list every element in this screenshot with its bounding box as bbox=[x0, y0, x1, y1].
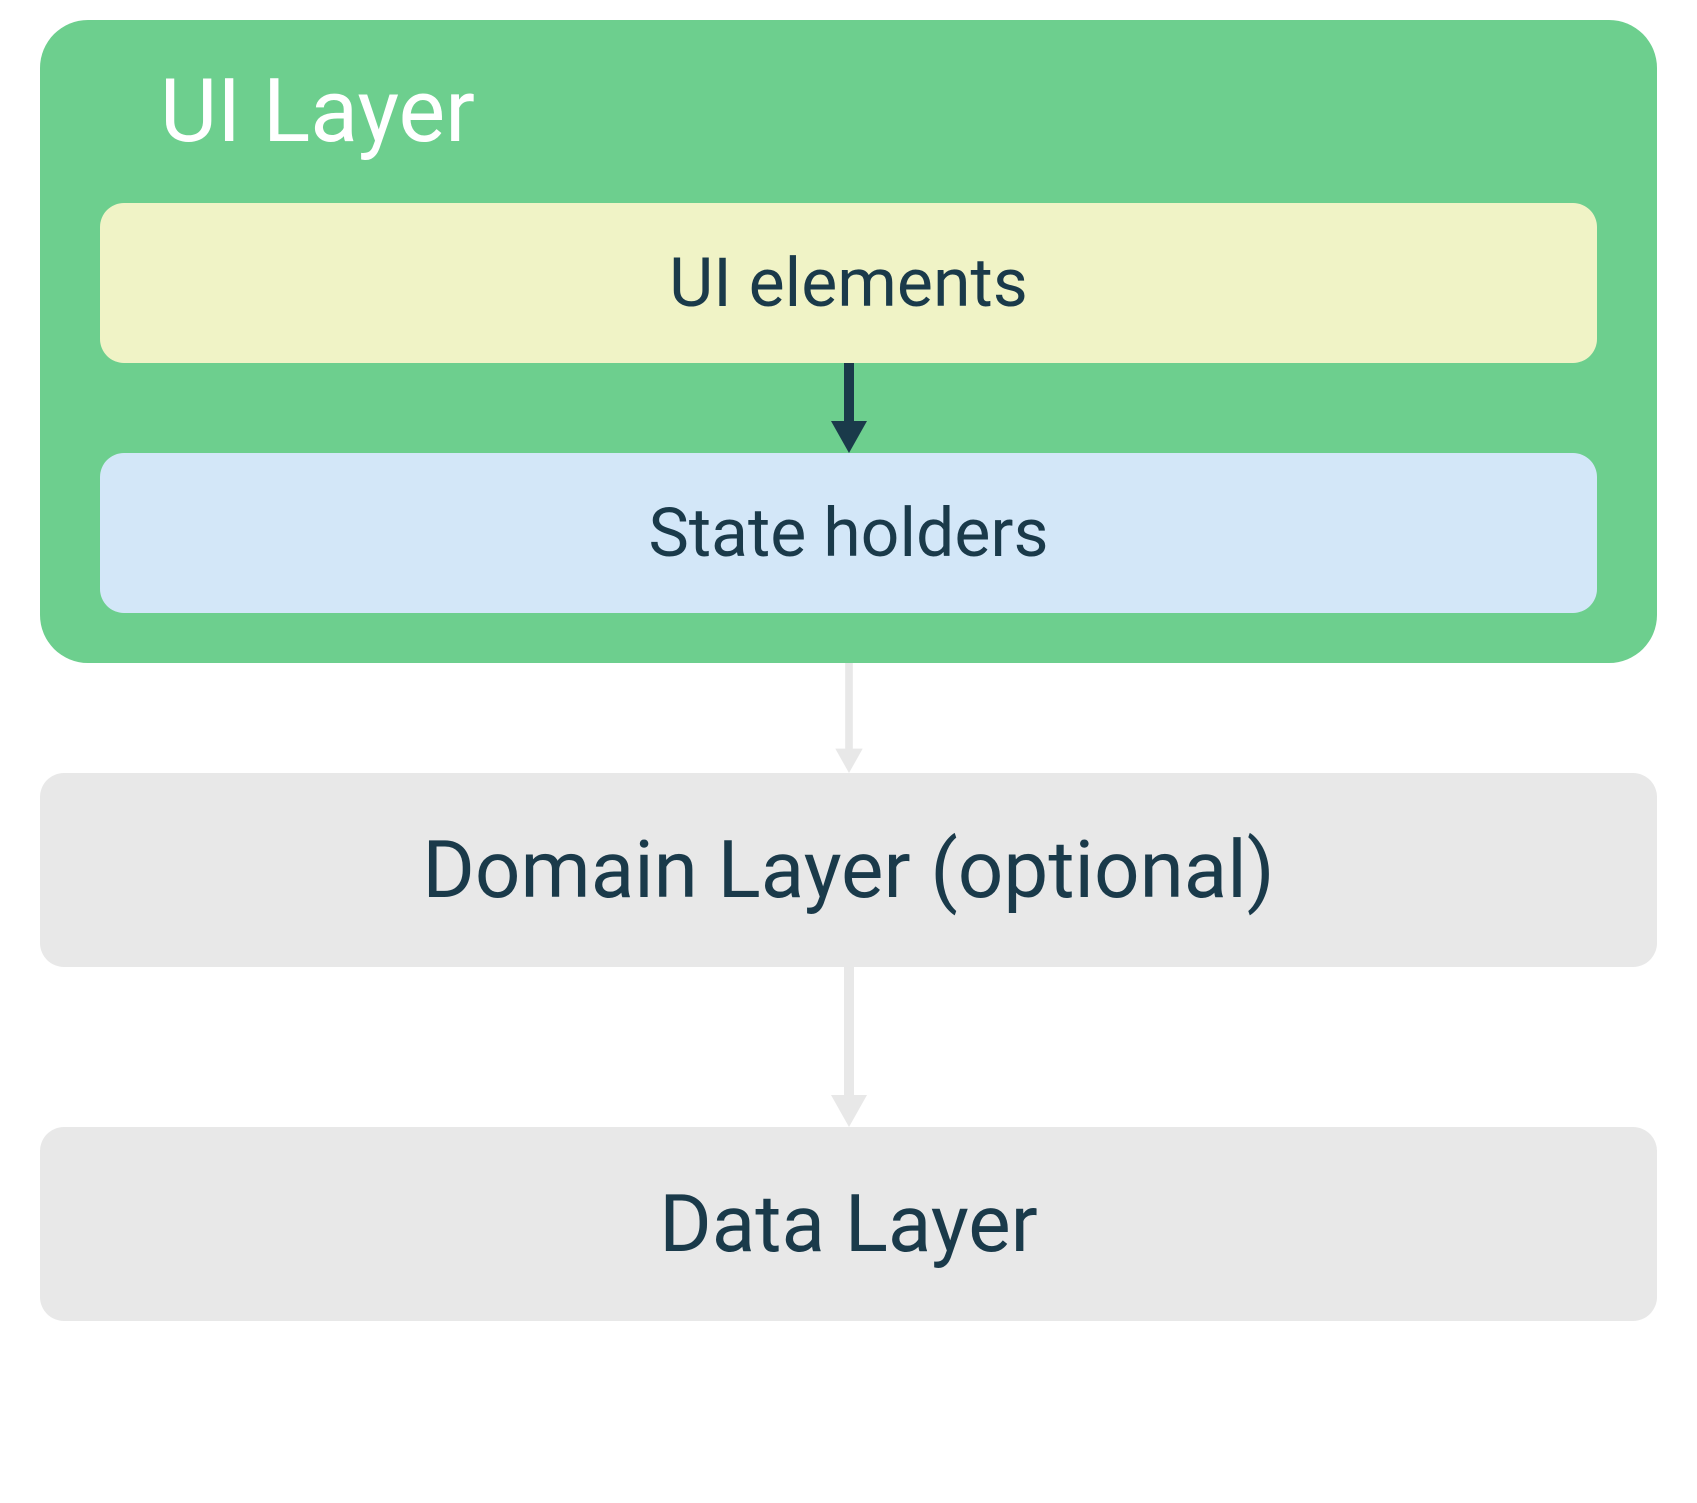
ui-elements-box: UI elements bbox=[100, 203, 1597, 363]
arrow-domain-to-data bbox=[819, 967, 879, 1127]
ui-layer-container: UI Layer UI elements State holders bbox=[40, 20, 1657, 663]
state-holders-box: State holders bbox=[100, 453, 1597, 613]
arrow-down-icon bbox=[819, 967, 879, 1127]
domain-layer-box: Domain Layer (optional) bbox=[40, 773, 1657, 967]
data-layer-box: Data Layer bbox=[40, 1127, 1657, 1321]
ui-layer-title: UI Layer bbox=[160, 60, 1597, 163]
arrow-ui-to-state bbox=[100, 363, 1597, 453]
arrow-down-icon bbox=[819, 363, 879, 453]
